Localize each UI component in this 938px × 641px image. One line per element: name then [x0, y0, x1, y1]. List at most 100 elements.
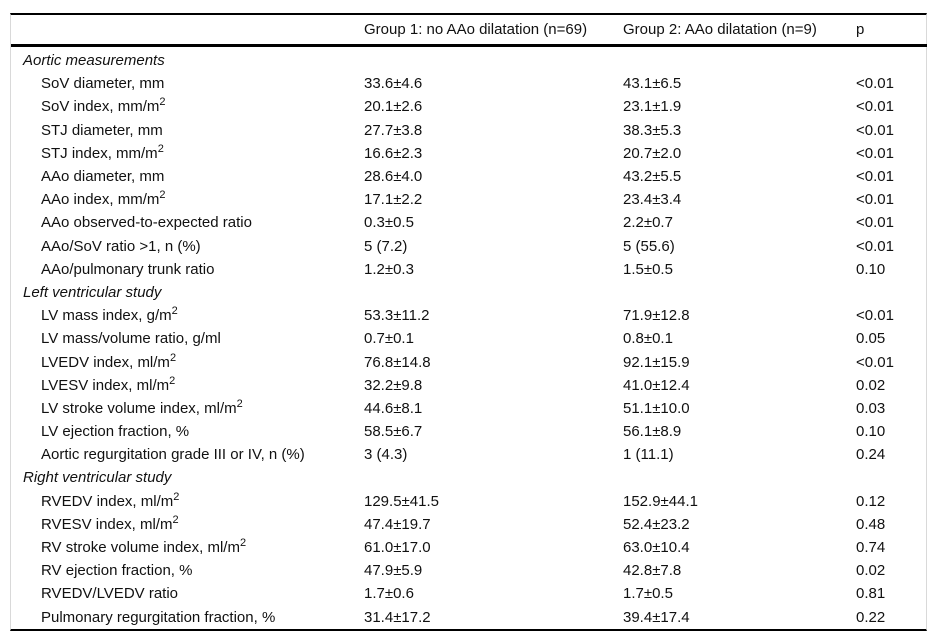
group1-value: 61.0±17.0 — [364, 539, 431, 557]
p-value: <0.01 — [856, 353, 894, 371]
table-row: STJ index, mm/m2 16.6±2.3 20.7±2.0 <0.01 — [11, 142, 927, 165]
group2-value: 2.2±0.7 — [623, 214, 673, 232]
group1-value: 44.6±8.1 — [364, 399, 423, 417]
row-label: LV ejection fraction, % — [41, 423, 190, 441]
p-value: <0.01 — [856, 168, 894, 186]
group2-value: 56.1±8.9 — [623, 423, 682, 441]
table-row: RVEDV/LVEDV ratio 1.7±0.6 1.7±0.5 0.81 — [11, 582, 927, 605]
row-label: RV ejection fraction, % — [41, 562, 193, 580]
row-label: STJ index, mm/m2 — [41, 142, 164, 162]
p-value: 0.74 — [856, 539, 886, 557]
group2-value: 43.1±6.5 — [623, 75, 682, 93]
p-value: 0.02 — [856, 562, 886, 580]
group1-value: 20.1±2.6 — [364, 98, 423, 116]
p-value: 0.03 — [856, 399, 886, 417]
table-body: Aortic measurements SoV diameter, mm 33.6±… — [11, 46, 927, 629]
group2-value: 39.4±17.4 — [623, 608, 690, 626]
row-label: AAo index, mm/m2 — [41, 189, 166, 209]
p-value: 0.22 — [856, 608, 886, 626]
group2-value: 92.1±15.9 — [623, 353, 690, 371]
table-row: SoV diameter, mm 33.6±4.6 43.1±6.5 <0.01 — [11, 72, 927, 95]
row-label: AAo observed-to-expected ratio — [41, 214, 252, 232]
section-row: Right ventricular study — [11, 466, 927, 489]
group2-value: 42.8±7.8 — [623, 562, 682, 580]
group2-value: 20.7±2.0 — [623, 144, 682, 162]
section-title: Aortic measurements — [23, 52, 165, 70]
p-value: <0.01 — [856, 144, 894, 162]
group2-value: 38.3±5.3 — [623, 121, 682, 139]
group2-value: 52.4±23.2 — [623, 515, 690, 533]
group2-value: 43.2±5.5 — [623, 168, 682, 186]
table-row: LVESV index, ml/m2 32.2±9.8 41.0±12.4 0.02 — [11, 374, 927, 397]
section-row: Left ventricular study — [11, 281, 927, 304]
table-row: AAo index, mm/m2 17.1±2.2 23.4±3.4 <0.01 — [11, 188, 927, 211]
group2-value: 1.7±0.5 — [623, 585, 673, 603]
table-row: SoV index, mm/m2 20.1±2.6 23.1±1.9 <0.01 — [11, 95, 927, 118]
section-row: Aortic measurements — [11, 46, 927, 73]
p-value: 0.10 — [856, 423, 886, 441]
p-value: <0.01 — [856, 191, 894, 209]
group1-value: 0.3±0.5 — [364, 214, 414, 232]
table-row: LVEDV index, ml/m2 76.8±14.8 92.1±15.9 <0.0… — [11, 350, 927, 373]
row-label: RVEDV index, ml/m2 — [41, 490, 180, 510]
header-label-column — [11, 15, 364, 47]
group2-value: 51.1±10.0 — [623, 399, 690, 417]
row-label: AAo/pulmonary trunk ratio — [41, 260, 215, 278]
group1-value: 16.6±2.3 — [364, 144, 423, 162]
table-row: AAo/pulmonary trunk ratio 1.2±0.3 1.5±0.5 0… — [11, 258, 927, 281]
row-label: AAo/SoV ratio >1, n (%) — [41, 237, 201, 255]
row-label: LV stroke volume index, ml/m2 — [41, 397, 243, 417]
group1-value: 53.3±11.2 — [364, 307, 430, 325]
p-value: <0.01 — [856, 121, 894, 139]
row-label: RVEDV/LVEDV ratio — [41, 585, 178, 603]
table-row: Aortic regurgitation grade III or IV, n … — [11, 443, 927, 466]
p-value: <0.01 — [856, 237, 894, 255]
table-row: AAo observed-to-expected ratio 0.3±0.5 2.2… — [11, 211, 927, 234]
p-value: <0.01 — [856, 98, 894, 116]
header-group2-column: Group 2: AAo dilatation (n=9) — [623, 15, 856, 47]
p-value: 0.81 — [856, 585, 886, 603]
table-row: RV ejection fraction, % 47.9±5.9 42.8±7.8 0… — [11, 559, 927, 582]
table-row: AAo diameter, mm 28.6±4.0 43.2±5.5 <0.01 — [11, 165, 927, 188]
group1-value: 28.6±4.0 — [364, 168, 423, 186]
group1-value: 3 (4.3) — [364, 446, 408, 464]
table-row: RVESV index, ml/m2 47.4±19.7 52.4±23.2 0.48 — [11, 513, 927, 536]
row-label: LVEDV index, ml/m2 — [41, 351, 177, 371]
row-label: RVESV index, ml/m2 — [41, 513, 179, 533]
group1-value: 47.9±5.9 — [364, 562, 423, 580]
section-title: Left ventricular study — [23, 283, 162, 301]
row-label: SoV diameter, mm — [41, 75, 165, 93]
table-header: Group 1: no AAo dilatation (n=69) Group … — [11, 15, 927, 47]
table-row: AAo/SoV ratio >1, n (%) 5 (7.2) 5 (55.6) <0… — [11, 235, 927, 258]
p-value: 0.02 — [856, 376, 886, 394]
header-p-column: p — [856, 15, 927, 47]
group1-value: 76.8±14.8 — [364, 353, 431, 371]
table-row: Pulmonary regurgitation fraction, % 31.4±… — [11, 606, 927, 629]
p-value: 0.24 — [856, 446, 886, 464]
group1-value: 129.5±41.5 — [364, 492, 439, 510]
row-label: STJ diameter, mm — [41, 121, 163, 139]
header-row: Group 1: no AAo dilatation (n=69) Group … — [11, 15, 927, 47]
row-label: Aortic regurgitation grade III or IV, n … — [41, 446, 305, 464]
row-label: Pulmonary regurgitation fraction, % — [41, 608, 276, 626]
row-label: SoV index, mm/m2 — [41, 96, 166, 116]
group1-value: 0.7±0.1 — [364, 330, 414, 348]
table-row: RVEDV index, ml/m2 129.5±41.5 152.9±44.1 0.… — [11, 490, 927, 513]
group2-value: 1 (11.1) — [623, 446, 674, 464]
header-group1-column: Group 1: no AAo dilatation (n=69) — [364, 15, 623, 47]
group2-value: 0.8±0.1 — [623, 330, 673, 348]
group2-value: 71.9±12.8 — [623, 307, 690, 325]
row-label: LV mass/volume ratio, g/ml — [41, 330, 221, 348]
group2-value: 1.5±0.5 — [623, 260, 673, 278]
table-row: RV stroke volume index, ml/m2 61.0±17.0 63… — [11, 536, 927, 559]
group1-value: 1.2±0.3 — [364, 260, 414, 278]
table-row: LV mass index, g/m2 53.3±11.2 71.9±12.8 <0.… — [11, 304, 927, 327]
p-value: <0.01 — [856, 214, 894, 232]
row-label: RV stroke volume index, ml/m2 — [41, 537, 247, 557]
group1-value: 27.7±3.8 — [364, 121, 423, 139]
table-row: LV ejection fraction, % 58.5±6.7 56.1±8.9 0… — [11, 420, 927, 443]
group2-value: 152.9±44.1 — [623, 492, 698, 510]
group2-value: 23.1±1.9 — [623, 98, 682, 116]
group1-value: 58.5±6.7 — [364, 423, 423, 441]
group1-value: 17.1±2.2 — [364, 191, 423, 209]
